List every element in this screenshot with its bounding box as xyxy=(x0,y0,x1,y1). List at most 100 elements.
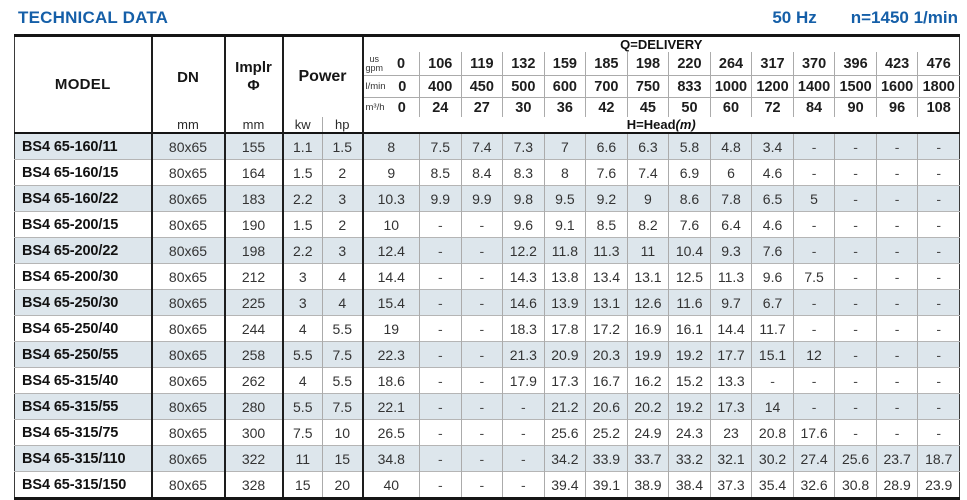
head-value-cell: 39.4 xyxy=(544,471,587,499)
head-value-cell: 9.1 xyxy=(544,211,587,238)
head-value-cell: - xyxy=(419,393,462,420)
power-kw-cell: 3 xyxy=(282,289,323,316)
m3h-unit-label: m³/h xyxy=(365,102,385,113)
head-value-cell: 24.9 xyxy=(627,419,670,446)
flow-gpm-value: 317 xyxy=(751,52,794,76)
head-value-cell: 6.4 xyxy=(710,211,753,238)
head-value-cell: - xyxy=(793,315,836,342)
head-value-cell: 12.4 xyxy=(362,237,421,264)
head-value-cell: - xyxy=(419,367,462,394)
head-value-cell: - xyxy=(461,289,504,316)
head-value-cell: - xyxy=(917,237,960,264)
lmin-unit-label: l/min xyxy=(365,81,386,92)
power-hp-cell: 2 xyxy=(322,211,364,238)
flow-lmin-value: 1800 xyxy=(917,75,960,98)
head-value-cell: - xyxy=(461,211,504,238)
model-cell: BS4 65-200/30 xyxy=(14,263,153,290)
power-kw-cell: 4 xyxy=(282,315,323,342)
head-value-cell: 14.4 xyxy=(362,263,421,290)
head-value-cell: 25.2 xyxy=(585,419,628,446)
flow-gpm-value: 423 xyxy=(876,52,919,76)
head-value-cell: 34.8 xyxy=(362,445,421,472)
head-value-cell: - xyxy=(419,211,462,238)
head-value-cell: - xyxy=(461,471,504,499)
model-cell: BS4 65-160/15 xyxy=(14,159,153,186)
head-value-cell: - xyxy=(834,393,877,420)
flow-lmin-value: 1500 xyxy=(834,75,877,98)
head-value-cell: 11.3 xyxy=(585,237,628,264)
head-value-cell: 17.9 xyxy=(502,367,545,394)
head-value-cell: 9.7 xyxy=(710,289,753,316)
head-value-cell: - xyxy=(834,367,877,394)
head-value-cell: 8.3 xyxy=(502,159,545,186)
power-kw-cell: 1.1 xyxy=(282,132,323,160)
power-kw-cell: 2.2 xyxy=(282,185,323,212)
head-value-cell: - xyxy=(461,237,504,264)
model-cell: BS4 65-160/22 xyxy=(14,185,153,212)
head-value-cell: 39.1 xyxy=(585,471,628,499)
head-value-cell: 13.1 xyxy=(627,263,670,290)
head-value-cell: 4.8 xyxy=(710,132,753,160)
head-value-cell: 23 xyxy=(710,419,753,446)
head-value-cell: 17.8 xyxy=(544,315,587,342)
table-row: BS4 65-200/22 80x65 198 2.2 3 12.4- -12.2 11.8 1… xyxy=(14,237,960,264)
head-value-cell: 6.5 xyxy=(751,185,794,212)
dn-cell: 80x65 xyxy=(151,315,226,342)
dn-cell: 80x65 xyxy=(151,471,226,499)
head-value-cell: 8.5 xyxy=(585,211,628,238)
model-cell: BS4 65-200/22 xyxy=(14,237,153,264)
head-value-cell: 28.9 xyxy=(876,471,919,499)
power-hp-cell: 1.5 xyxy=(322,132,364,160)
power-hp-cell: 4 xyxy=(322,289,364,316)
head-value-cell: - xyxy=(502,445,545,472)
head-value-cell: - xyxy=(419,471,462,499)
impeller-diameter-cell: 322 xyxy=(224,445,284,472)
head-value-cell: 10 xyxy=(362,211,421,238)
head-value-cell: 19.2 xyxy=(668,393,711,420)
head-value-cell: - xyxy=(876,289,919,316)
flow-gpm-value: 396 xyxy=(834,52,877,76)
power-kw-cell: 2.2 xyxy=(282,237,323,264)
head-value-cell: 33.2 xyxy=(668,445,711,472)
table-row: BS4 65-250/55 80x65 258 5.5 7.5 22.3- -21.3 20.… xyxy=(14,341,960,368)
head-value-cell: 20.2 xyxy=(627,393,670,420)
head-value-cell: - xyxy=(917,211,960,238)
table-body: BS4 65-160/11 80x65 155 1.1 1.5 8 7.5 7.4 7.3 7 6.… xyxy=(14,132,960,499)
head-value-cell: 14.3 xyxy=(502,263,545,290)
impeller-unit-label: mm xyxy=(224,117,284,133)
head-value-cell: - xyxy=(834,211,877,238)
power-hp-cell: 20 xyxy=(322,471,364,499)
head-value-cell: 7.6 xyxy=(668,211,711,238)
power-hp-cell: 15 xyxy=(322,445,364,472)
head-value-cell: 17.7 xyxy=(710,341,753,368)
flow-lmin-value: 833 xyxy=(668,75,711,98)
head-value-cell: 6.6 xyxy=(585,132,628,160)
impeller-diameter-cell: 212 xyxy=(224,263,284,290)
head-value-cell: 16.7 xyxy=(585,367,628,394)
head-value-cell: 8.2 xyxy=(627,211,670,238)
flow-lmin-value: 500 xyxy=(502,75,545,98)
impeller-column-header: Implr Φ xyxy=(224,35,284,117)
table-row: BS4 65-250/30 80x65 225 3 4 15.4- -14.6 13.9 13.… xyxy=(14,289,960,316)
head-value-cell: - xyxy=(419,263,462,290)
head-value-cell: - xyxy=(419,445,462,472)
impeller-diameter-cell: 155 xyxy=(224,132,284,160)
head-value-cell: 4.6 xyxy=(751,211,794,238)
head-value-cell: - xyxy=(876,211,919,238)
flow-lmin-value: 1400 xyxy=(793,75,836,98)
model-cell: BS4 65-315/150 xyxy=(14,471,153,499)
head-value-cell: - xyxy=(461,393,504,420)
head-value-cell: 9.2 xyxy=(585,185,628,212)
flow-m3h-value: 30 xyxy=(502,97,545,117)
impeller-diameter-cell: 300 xyxy=(224,419,284,446)
head-value-cell: 34.2 xyxy=(544,445,587,472)
power-kw-cell: 1.5 xyxy=(282,159,323,186)
head-value-cell: 22.3 xyxy=(362,341,421,368)
head-value-cell: 4.6 xyxy=(751,159,794,186)
head-value-cell: - xyxy=(461,315,504,342)
head-value-cell: - xyxy=(834,341,877,368)
table-row: BS4 65-315/75 80x65 300 7.5 10 26.5- - -25.6 25.… xyxy=(14,419,960,446)
flow-m3h-value: 108 xyxy=(926,99,951,116)
head-value-cell: - xyxy=(917,419,960,446)
frequency-label: 50 Hz xyxy=(772,8,817,27)
